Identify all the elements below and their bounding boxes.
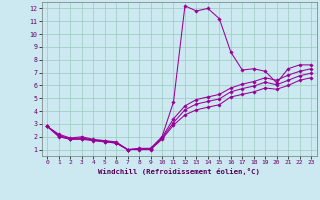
X-axis label: Windchill (Refroidissement éolien,°C): Windchill (Refroidissement éolien,°C)	[98, 168, 260, 175]
